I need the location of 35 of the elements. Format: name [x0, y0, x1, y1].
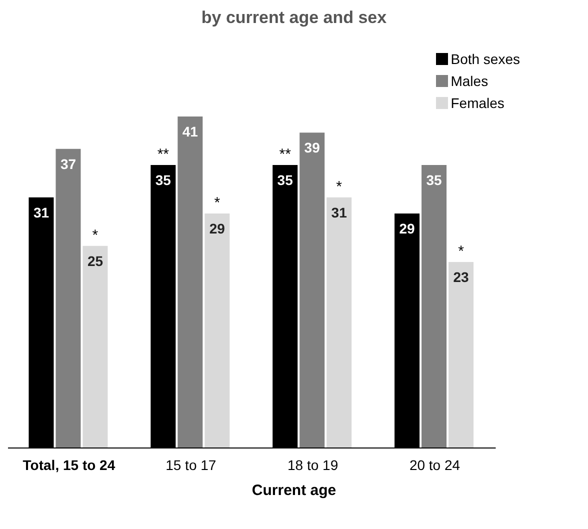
data-label: 25 [87, 252, 104, 269]
data-label: 35 [155, 172, 172, 188]
data-label: 31 [331, 204, 348, 220]
bar [300, 132, 325, 448]
bar [56, 148, 81, 448]
legend-label: Both sexes [450, 50, 520, 69]
legend-label: Females [450, 94, 504, 113]
annotation: * [214, 194, 220, 212]
annotation: ** [157, 146, 170, 164]
bar [204, 214, 230, 448]
data-label: 35 [426, 172, 442, 188]
chart-title: by current age and sex [200, 8, 388, 29]
annotation: * [92, 226, 98, 244]
x-tick-label: 15 to 17 [166, 457, 216, 473]
legend-label: Males [450, 72, 488, 91]
annotation: ** [279, 146, 292, 164]
x-axis-title: Current age [250, 482, 338, 499]
bar [448, 262, 474, 448]
bar [422, 165, 447, 448]
bar [82, 246, 108, 448]
annotation: * [458, 243, 464, 260]
data-label: 41 [182, 123, 198, 140]
x-tick-label: Total, 15 to 24 [22, 457, 116, 473]
data-label: 29 [209, 220, 226, 236]
data-label: 31 [33, 204, 50, 220]
x-tick-label: 18 to 19 [288, 457, 338, 473]
data-label: 29 [399, 220, 416, 236]
data-label: 35 [277, 172, 294, 188]
data-label: 37 [60, 156, 76, 172]
data-label: 23 [453, 268, 470, 285]
x-tick-label: 20 to 24 [409, 457, 460, 473]
bar [178, 116, 203, 448]
data-label: 39 [304, 140, 320, 156]
annotation: * [336, 178, 342, 196]
bar [326, 197, 352, 448]
